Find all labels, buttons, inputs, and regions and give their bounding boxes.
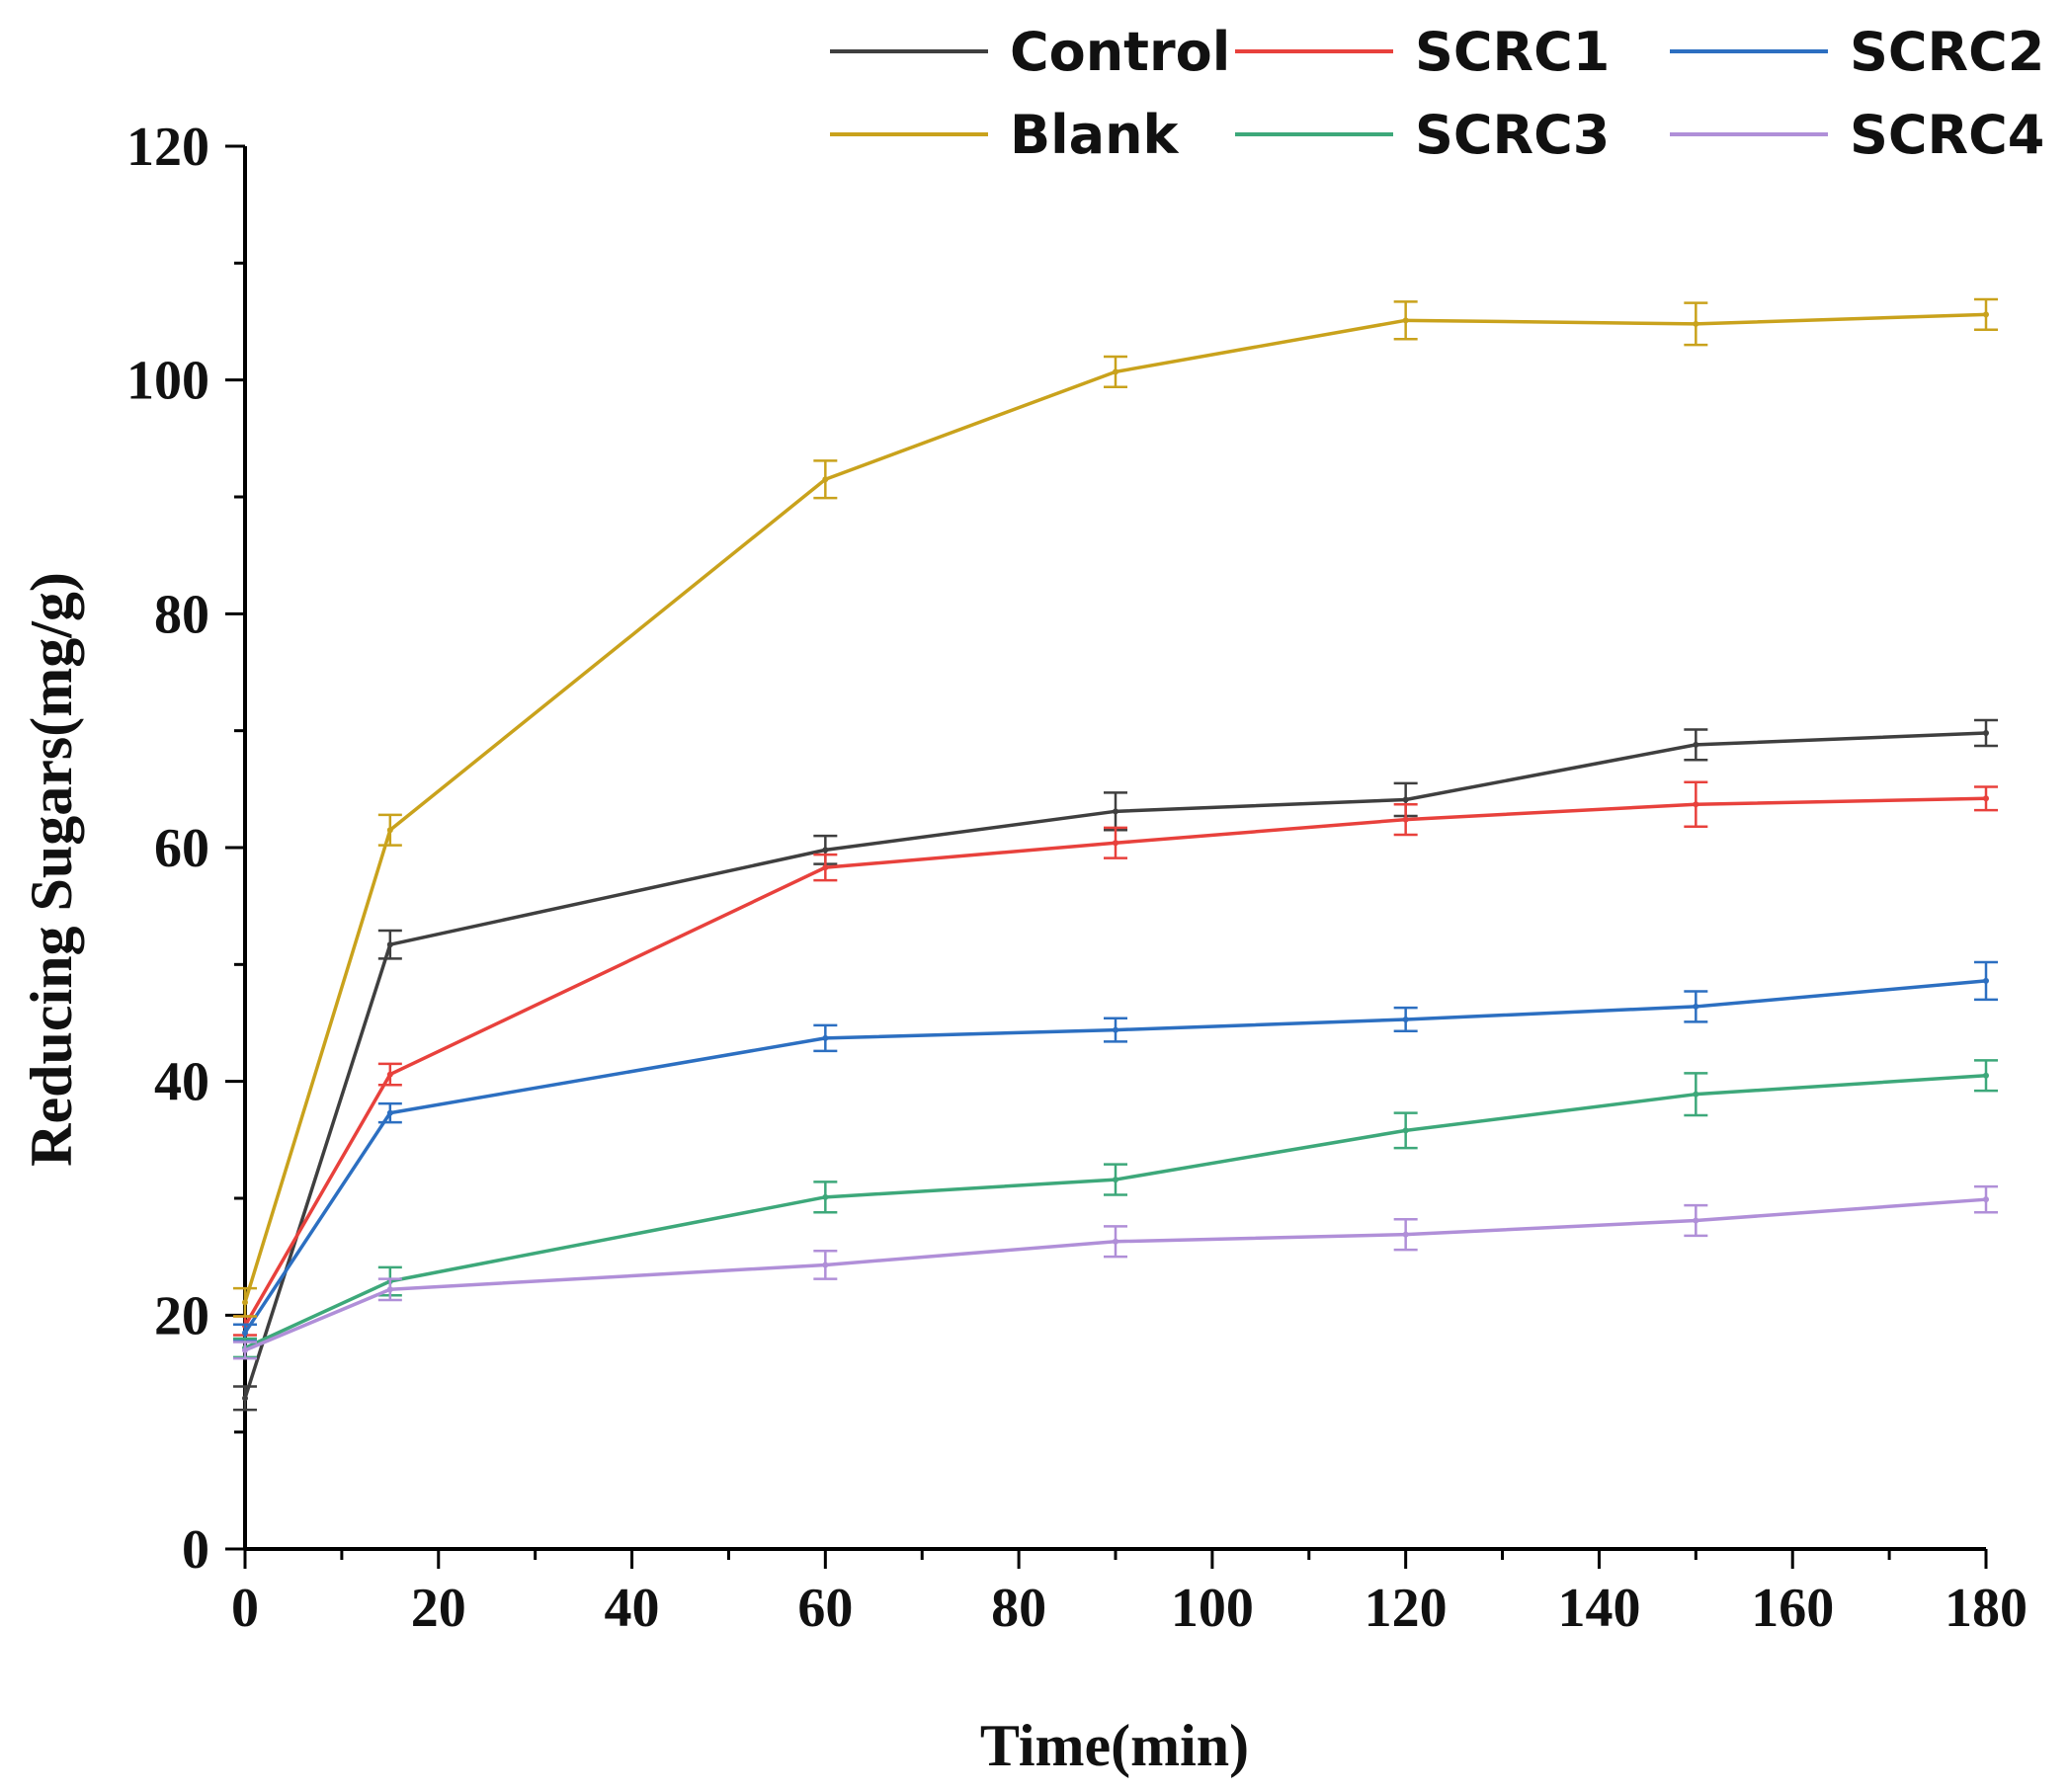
x-tick-label: 120 xyxy=(1365,1578,1448,1639)
x-tick-label: 140 xyxy=(1557,1578,1640,1639)
x-tick-label: 80 xyxy=(991,1578,1046,1639)
data-point xyxy=(1113,368,1118,375)
data-point xyxy=(1693,1091,1699,1098)
legend-item-scrc1: SCRC1 xyxy=(1235,21,1610,83)
x-axis-title: Time(min) xyxy=(980,1713,1249,1778)
y-tick-label: 120 xyxy=(126,117,209,178)
data-point xyxy=(1113,840,1118,847)
legend-label: Blank xyxy=(1010,104,1180,166)
data-point xyxy=(1113,1177,1118,1183)
data-point xyxy=(822,476,829,483)
legend-item-blank: Blank xyxy=(830,104,1180,166)
x-tick-label: 0 xyxy=(231,1578,259,1639)
data-point xyxy=(1402,796,1409,803)
data-point xyxy=(1983,795,1989,802)
data-point xyxy=(1693,320,1699,327)
x-tick-label: 180 xyxy=(1945,1578,2028,1639)
legend-label: SCRC1 xyxy=(1415,21,1610,83)
data-point xyxy=(1693,1217,1699,1224)
legend-item-scrc3: SCRC3 xyxy=(1235,104,1610,166)
data-point xyxy=(1402,1127,1409,1134)
axes: 0 20 40 60 80 100 120 140 160 180 0 20 40 60 80 100 120 xyxy=(126,117,2028,1639)
data-point xyxy=(242,1299,248,1306)
data-point xyxy=(822,1193,829,1200)
y-tick-label: 20 xyxy=(154,1285,209,1346)
data-point xyxy=(386,1109,393,1116)
legend-label: Control xyxy=(1010,21,1230,83)
data-point xyxy=(1402,1016,1409,1022)
series-line xyxy=(244,1074,1987,1350)
y-tick-label: 80 xyxy=(154,584,209,645)
data-point xyxy=(822,847,829,854)
y-tick-label: 40 xyxy=(154,1052,209,1113)
data-point xyxy=(386,827,393,834)
data-point xyxy=(1113,1238,1118,1245)
series-control xyxy=(233,718,1998,1412)
y-tick-label: 100 xyxy=(126,351,209,412)
data-point xyxy=(1113,1026,1118,1033)
data-point xyxy=(386,1286,393,1293)
data-point xyxy=(386,941,393,948)
data-point xyxy=(386,1071,393,1078)
legend-item-control: Control xyxy=(830,21,1230,83)
data-point xyxy=(822,1262,829,1268)
data-point xyxy=(1983,311,1989,318)
data-point xyxy=(1113,808,1118,815)
series-line xyxy=(244,1197,1987,1352)
legend-label: SCRC4 xyxy=(1850,104,2044,166)
y-tick-label: 60 xyxy=(154,818,209,879)
data-point xyxy=(1693,741,1699,748)
legend-item-scrc2: SCRC2 xyxy=(1670,21,2044,83)
data-point xyxy=(1402,317,1409,324)
x-tick-label: 100 xyxy=(1171,1578,1254,1639)
data-point xyxy=(1693,801,1699,808)
y-axis-title: Reducing Sugars(mg/g) xyxy=(19,572,84,1167)
legend-item-scrc4: SCRC4 xyxy=(1670,104,2044,166)
data-point xyxy=(242,1395,248,1402)
x-tick-label: 60 xyxy=(797,1578,853,1639)
data-point xyxy=(242,1346,248,1353)
data-point xyxy=(242,1330,248,1337)
data-point xyxy=(822,864,829,871)
data-point xyxy=(822,1034,829,1041)
data-point xyxy=(1402,816,1409,823)
data-point xyxy=(1983,1196,1989,1203)
series-scrc3 xyxy=(233,1059,1998,1359)
y-tick-label: 0 xyxy=(182,1519,209,1581)
data-point xyxy=(1693,1003,1699,1010)
series-scrc4 xyxy=(233,1184,1998,1360)
legend-label: SCRC2 xyxy=(1850,21,2044,83)
data-point xyxy=(1983,977,1989,984)
x-tick-label: 20 xyxy=(411,1578,466,1639)
series-layer xyxy=(233,297,1998,1412)
legend: Control SCRC1 SCRC2 Blank SCRC3 SCRC4 xyxy=(830,21,2044,166)
x-tick-label: 160 xyxy=(1751,1578,1834,1639)
data-point xyxy=(1983,730,1989,737)
series-scrc2 xyxy=(233,960,1998,1343)
series-blank xyxy=(233,297,1998,1318)
x-tick-label: 40 xyxy=(605,1578,660,1639)
data-point xyxy=(1402,1231,1409,1238)
legend-label: SCRC3 xyxy=(1415,104,1610,166)
data-point xyxy=(1983,1072,1989,1079)
